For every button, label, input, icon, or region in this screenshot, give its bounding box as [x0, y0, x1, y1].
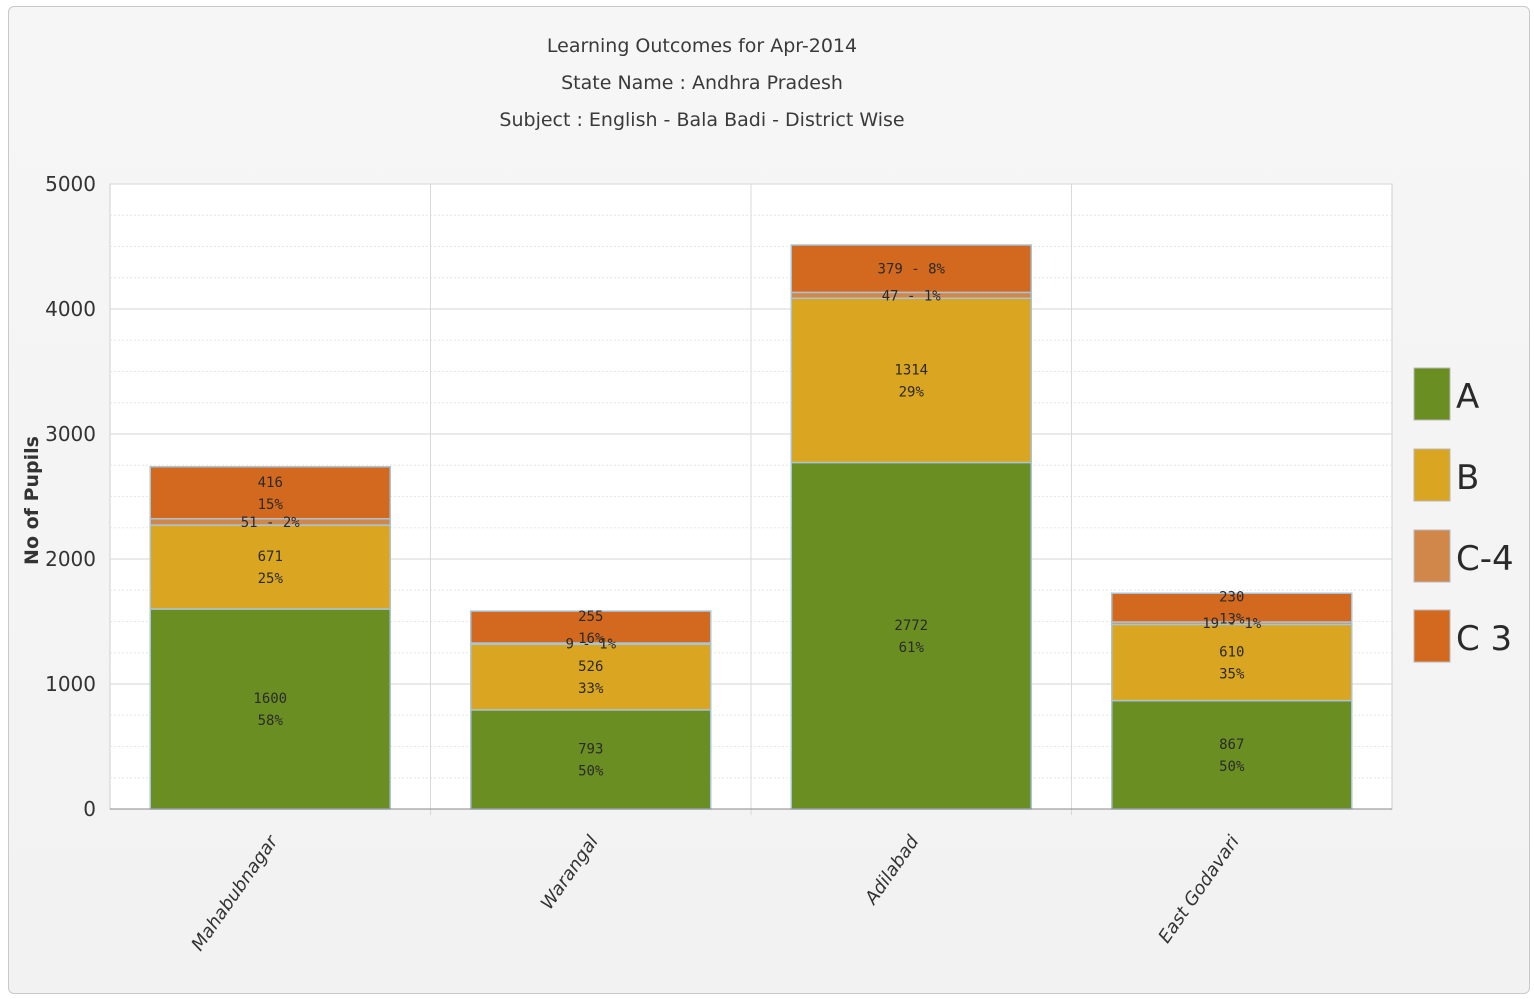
data-label: 867 — [1219, 737, 1244, 753]
x-tick-label: Warangal — [537, 832, 603, 914]
data-label: 35% — [1219, 667, 1245, 683]
chart-title-line: State Name : Andhra Pradesh — [561, 72, 843, 94]
data-label: 13% — [1219, 612, 1245, 628]
data-label: 9 - 1% — [565, 637, 616, 653]
data-labels: 1600 58% 671 25% 51 - 2% 416 15% 793 50% 526 33% 9 … — [241, 262, 1262, 780]
data-label: 2772 — [894, 618, 928, 634]
legend-label: C-4 — [1456, 539, 1514, 579]
data-label: 379 - 8% — [878, 262, 946, 278]
chart-title-line: Subject : English - Bala Badi - District… — [499, 109, 904, 131]
bar-segment[interactable] — [470, 709, 712, 810]
x-tick-label: Adilabad — [860, 831, 923, 909]
legend-label: A — [1456, 377, 1479, 417]
bar-segment[interactable] — [149, 466, 391, 520]
data-label: 1600 — [253, 691, 287, 707]
data-label: 29% — [899, 384, 925, 400]
data-label: 255 — [578, 609, 603, 625]
y-tick-label: 5000 — [45, 172, 96, 196]
bar-segment[interactable] — [790, 297, 1032, 464]
y-tick-label: 2000 — [45, 547, 96, 571]
bar-segment[interactable] — [149, 608, 391, 810]
data-label: 25% — [258, 571, 284, 587]
legend-item[interactable]: C-4 — [1413, 529, 1514, 583]
data-label: 19 - 1% — [1202, 616, 1262, 632]
data-label: 416 — [258, 475, 283, 491]
bar-segment[interactable] — [470, 643, 712, 711]
legend-item[interactable]: B — [1413, 448, 1479, 502]
y-tick-label: 3000 — [45, 422, 96, 446]
legend-label: B — [1456, 458, 1479, 498]
data-label: 50% — [1219, 759, 1245, 775]
legend-swatch — [1413, 448, 1451, 502]
y-tick-label: 1000 — [45, 672, 96, 696]
legend-item[interactable]: A — [1413, 367, 1479, 421]
data-label: 58% — [258, 713, 284, 729]
x-tick-label: Mahabubnagar — [187, 831, 283, 955]
chart-title-line: Learning Outcomes for Apr-2014 — [547, 35, 857, 57]
y-tick-label: 0 — [83, 797, 96, 821]
data-label: 33% — [578, 681, 604, 697]
data-label: 610 — [1219, 645, 1244, 661]
data-label: 51 - 2% — [241, 515, 301, 531]
x-tick-label: East Godavari — [1154, 832, 1244, 947]
bar-segment[interactable] — [790, 244, 1032, 294]
bar-segment[interactable] — [149, 524, 391, 610]
data-label: 47 - 1% — [882, 288, 942, 304]
data-label: 671 — [258, 549, 283, 565]
data-label: 50% — [578, 763, 604, 779]
legend-item[interactable]: C 3 — [1413, 609, 1512, 663]
legend-swatch — [1413, 529, 1451, 583]
bar-segment[interactable] — [1111, 699, 1353, 810]
y-axis-title: No of Pupils — [21, 436, 43, 565]
legend-label: C 3 — [1456, 619, 1512, 659]
data-label: 16% — [578, 631, 604, 647]
legend-swatch — [1413, 609, 1451, 663]
data-label: 526 — [578, 659, 603, 675]
bar-segment[interactable] — [1111, 592, 1353, 623]
data-label: 1314 — [894, 362, 928, 378]
chart-title: Learning Outcomes for Apr-2014 State Name… — [499, 35, 904, 131]
bar-segment[interactable] — [790, 461, 1032, 810]
legend-swatch — [1413, 367, 1451, 421]
data-label: 230 — [1219, 590, 1244, 606]
data-label: 15% — [258, 497, 284, 513]
y-tick-label: 4000 — [45, 297, 96, 321]
bars — [149, 244, 1353, 810]
bar-segment[interactable] — [1111, 623, 1353, 702]
data-label: 793 — [578, 741, 603, 757]
legend[interactable]: A B C-4 C 3 — [1413, 367, 1514, 663]
data-label: 61% — [899, 640, 925, 656]
bar-segment[interactable] — [470, 610, 712, 644]
